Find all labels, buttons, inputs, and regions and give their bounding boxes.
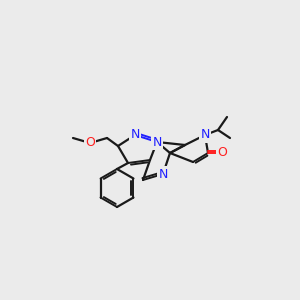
Text: O: O: [217, 146, 227, 160]
Text: N: N: [158, 167, 168, 181]
Text: N: N: [152, 136, 162, 148]
Text: N: N: [200, 128, 210, 142]
Text: N: N: [130, 128, 140, 142]
Text: O: O: [85, 136, 95, 149]
